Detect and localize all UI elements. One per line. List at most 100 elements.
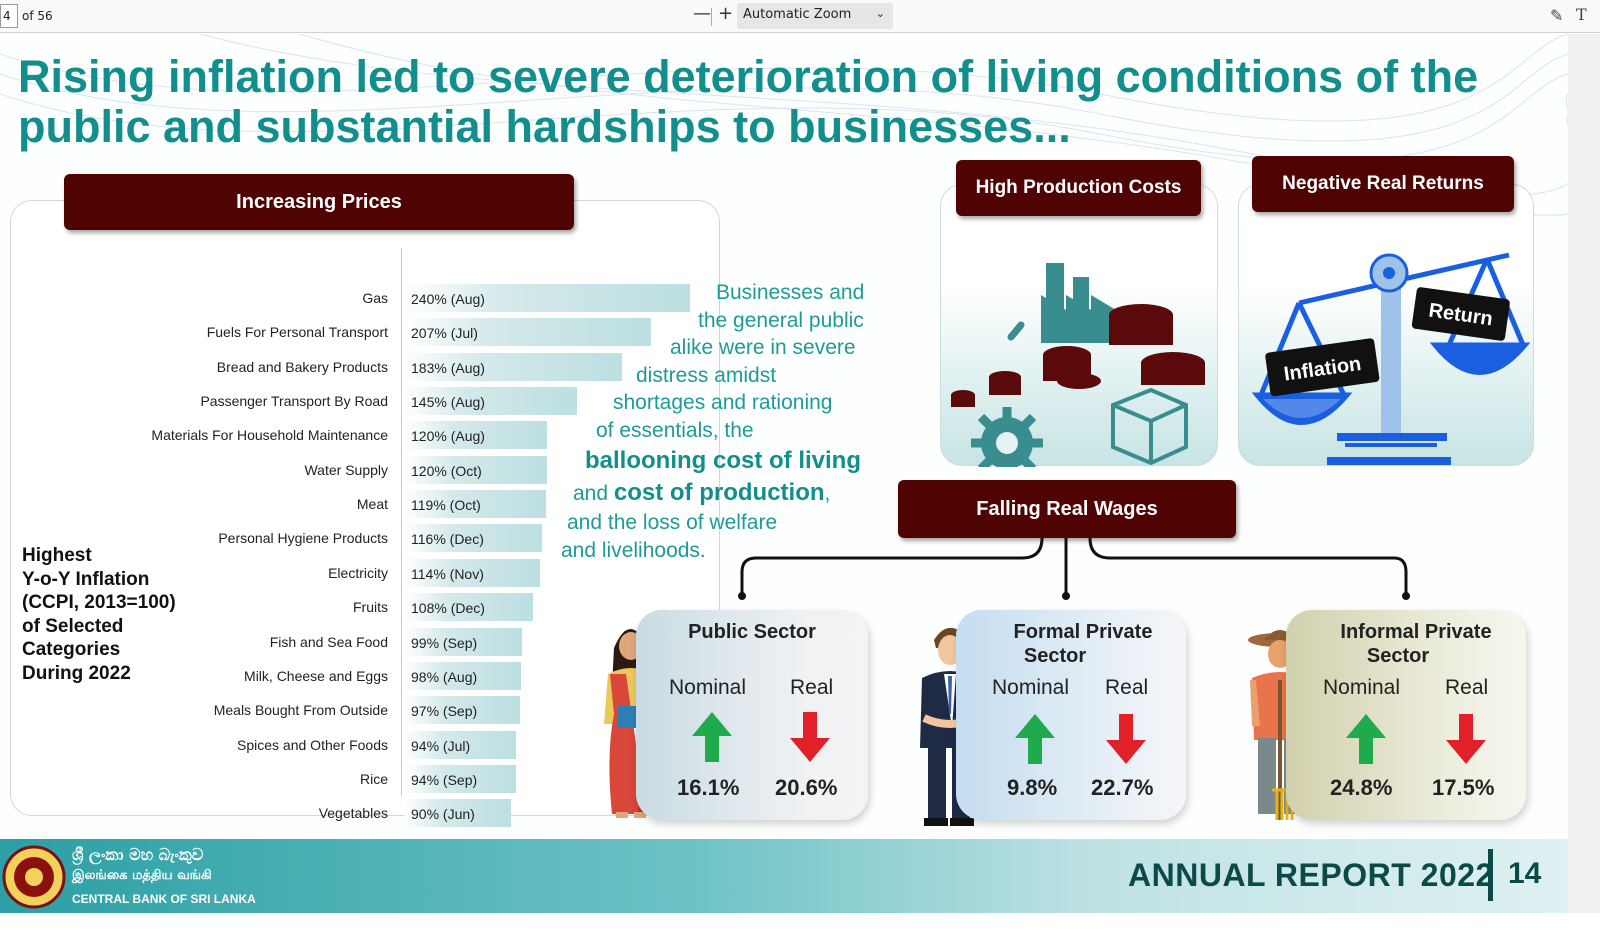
card-title-line: Informal Private [1340, 621, 1492, 643]
narrative-line: of essentials, the [596, 418, 754, 442]
bar-category-label: Fish and Sea Food [269, 633, 388, 650]
bar [404, 352, 623, 381]
bar-category-label: Spices and Other Foods [237, 736, 388, 753]
production-costs-panel [940, 184, 1218, 479]
toolbar-divider [711, 8, 712, 26]
arrow-down-icon [1106, 714, 1146, 764]
narrative-line: and the loss of welfare [567, 511, 778, 534]
zoom-in-button[interactable]: + [718, 3, 734, 24]
real-returns-heading: Negative Real Returns [1252, 156, 1514, 212]
narrative-line: and livelihoods. [561, 538, 706, 562]
narrative-line: alike were in severe [670, 336, 856, 359]
bar [404, 421, 547, 450]
prices-heading: Increasing Prices [64, 174, 574, 230]
real-label: Real [790, 676, 834, 699]
bar [404, 764, 517, 793]
nominal-value: 24.8% [1330, 775, 1393, 800]
nominal-value: 9.8% [1007, 775, 1058, 800]
footer-divider [1488, 849, 1493, 901]
bar-value-label: 99% (Sep) [411, 634, 478, 651]
bar [404, 490, 546, 519]
narrative-line: the general public [698, 308, 864, 332]
public-sector-card: Public Sector Nominal Real 16.1% 20.6% [636, 610, 868, 820]
bar [404, 799, 512, 828]
bar-value-label: 207% (Jul) [411, 325, 478, 342]
page-number-input[interactable]: 4 [0, 4, 18, 28]
bar-category-label: Milk, Cheese and Eggs [244, 667, 388, 684]
real-returns-panel: Inflation Return [1238, 184, 1534, 466]
card-title: Public Sector [636, 620, 868, 644]
card-title-line: Sector [1366, 645, 1430, 667]
bar-category-label: Materials For Household Maintenance [151, 427, 388, 444]
narrative-line: distress amidst [636, 363, 777, 387]
annual-report-title: ANNUAL REPORT 2022 [1128, 857, 1494, 893]
factory-coins-illustration [951, 263, 1205, 479]
bar-value-label: 108% (Dec) [411, 600, 485, 617]
bar [404, 284, 690, 312]
bar [404, 524, 543, 553]
bank-name-tamil: இலங்கை மத்திய வங்கி [72, 868, 212, 883]
bar [404, 661, 521, 690]
bar-category-label: Bread and Bakery Products [216, 358, 388, 375]
bar-category-label: Fuels For Personal Transport [206, 324, 388, 341]
bar-category-label: Rice [359, 770, 388, 787]
bar-category-label: Electricity [328, 564, 388, 581]
arrow-up-icon [1015, 714, 1055, 764]
card-title-line: Sector [1023, 645, 1087, 667]
nominal-value: 16.1% [677, 775, 740, 800]
bank-name-english: CENTRAL BANK OF SRI LANKA [72, 892, 256, 906]
bar-value-label: 240% (Aug) [411, 291, 485, 307]
bar-axis [401, 248, 402, 796]
bar [404, 387, 577, 416]
bar-category-label: Meals Bought From Outside [213, 702, 388, 719]
real-label: Real [1445, 676, 1489, 699]
bar [404, 318, 651, 347]
bar-value-label: 145% (Aug) [411, 394, 485, 411]
narrative-line: Businesses and [716, 281, 865, 304]
scrollbar[interactable] [1568, 34, 1600, 913]
bar-value-label: 94% (Jul) [411, 737, 471, 754]
balance-scale-illustration: Inflation Return [1251, 252, 1531, 465]
bar [404, 696, 520, 725]
bar [404, 455, 547, 484]
nominal-label: Nominal [669, 676, 747, 699]
bar-category-label: Gas [362, 290, 388, 306]
text-icon[interactable]: T [1576, 5, 1587, 24]
real-value: 22.7% [1091, 775, 1154, 800]
bar-value-label: 98% (Aug) [411, 668, 478, 685]
narrative-line: shortages and rationing [613, 391, 833, 414]
bar-value-label: 90% (Jun) [411, 806, 475, 823]
wages-heading: Falling Real Wages [898, 480, 1236, 538]
side-note-line: Categories [22, 639, 121, 660]
narrative-word: , [824, 482, 831, 505]
page-number: 14 [1508, 857, 1542, 890]
slide-footer: ශ්‍රී ලංකා මහ බැංකුව இலங்கை மத்திய வங்கி… [0, 839, 1568, 913]
production-costs-heading: High Production Costs [956, 160, 1201, 216]
side-note-line: Y-o-Y Inflation [22, 568, 150, 590]
bar [404, 558, 540, 587]
side-note-line: During 2022 [22, 662, 131, 684]
narrative-word: and [573, 482, 614, 505]
formal-private-sector-card: Formal Private Sector Nominal Real 9.8% … [956, 610, 1186, 820]
narrative-text: Businesses and the general public alike … [556, 279, 896, 564]
bar-category-label: Vegetables [318, 805, 388, 822]
slide-title: Rising inflation led to severe deteriora… [18, 51, 1479, 152]
draw-icon[interactable]: ✎ [1550, 6, 1564, 25]
nominal-label: Nominal [1323, 676, 1401, 699]
zoom-out-button[interactable]: — [693, 3, 711, 24]
slide-page: Rising inflation led to severe deteriora… [0, 34, 1568, 913]
bar-value-label: 114% (Nov) [411, 565, 484, 582]
informal-private-sector-card: Informal Private Sector Nominal Real 24.… [1286, 610, 1526, 820]
page-count: of 56 [22, 9, 53, 23]
bar-category-label: Meat [356, 496, 388, 513]
bank-name-sinhala: ශ්‍රී ලංකා මහ බැංකුව [72, 845, 204, 864]
real-value: 20.6% [775, 775, 838, 800]
wages-connector [738, 537, 1410, 600]
arrow-down-icon [790, 712, 830, 762]
zoom-select[interactable]: Automatic Zoom ⌄ [737, 3, 893, 29]
card-title: Informal Private Sector [1296, 620, 1536, 668]
card-title-line: Formal Private [1013, 621, 1153, 643]
central-bank-logo [2, 845, 66, 909]
side-note-line: Highest [22, 545, 92, 566]
bar-category-label: Passenger Transport By Road [200, 393, 388, 410]
